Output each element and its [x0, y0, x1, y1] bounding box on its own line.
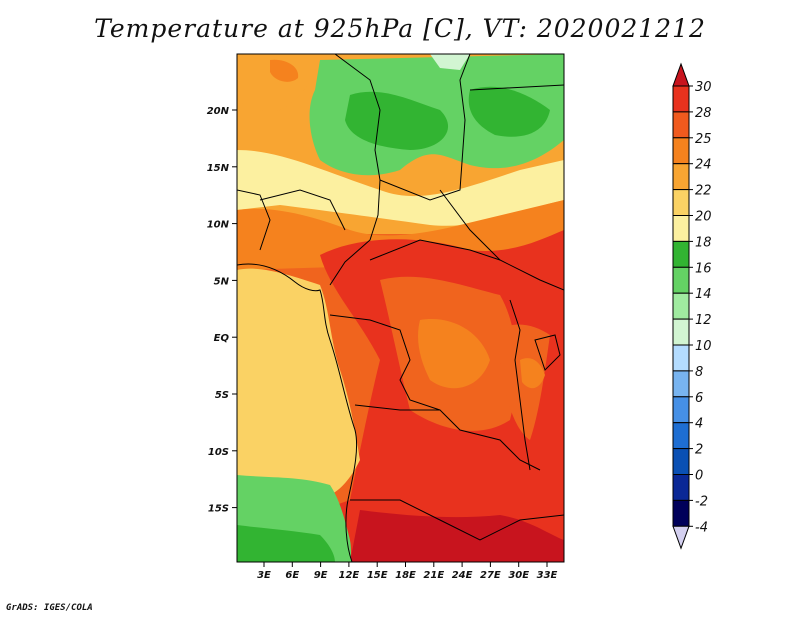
lat-tick-label: 10S	[208, 447, 229, 458]
colorbar-top-arrow	[672, 62, 690, 87]
map-frame	[236, 53, 565, 563]
colorbar-swatch	[672, 318, 690, 346]
colorbar-label: 2	[695, 443, 703, 458]
lon-tick-label: 9E	[314, 570, 328, 581]
colorbar-swatch	[672, 292, 690, 320]
country-borders	[237, 54, 564, 562]
lat-tick-label: 5N	[214, 276, 230, 287]
lon-tick-label: 21E	[423, 570, 444, 581]
lon-tick-label: 27E	[480, 570, 501, 581]
map-title: Temperature at 925hPa [C], VT: 202002121…	[94, 14, 706, 43]
lat-tick-label: 5S	[215, 390, 229, 401]
colorbar-label: -2	[695, 494, 708, 509]
lon-tick-label: 12E	[339, 570, 360, 581]
lon-tick-label: 3E	[257, 570, 271, 581]
colorbar-swatch	[672, 370, 690, 398]
colorbar-swatch	[672, 474, 690, 501]
lon-tick-label: 33E	[537, 570, 558, 581]
colorbar-swatch	[672, 111, 690, 139]
lat-tick-label: 15S	[208, 504, 229, 515]
colorbar-swatch	[672, 240, 690, 268]
lat-tick-label: 15N	[207, 163, 230, 174]
lon-tick-label: 24E	[452, 570, 473, 581]
lon-tick-label: 30E	[508, 570, 529, 581]
lon-tick-label: 6E	[285, 570, 299, 581]
colorbar-swatch	[672, 163, 690, 191]
colorbar-swatch	[672, 266, 690, 294]
latitude-axis: 20N 15N 10N 5N EQ 5S 10S 15S	[207, 106, 237, 515]
colorbar-label: 10	[695, 339, 712, 354]
colorbar-swatch	[672, 448, 690, 476]
credit-footer: GrADS: IGES/COLA	[6, 603, 93, 613]
colorbar-swatch	[672, 396, 690, 424]
colorbar-swatch	[672, 422, 690, 450]
colorbar-label: 24	[695, 158, 712, 173]
temperature-field	[237, 54, 564, 562]
colorbar-swatch	[672, 499, 690, 527]
colorbar-label: 16	[695, 261, 712, 276]
colorbar-swatch	[672, 137, 690, 165]
lat-tick-label: 10N	[207, 220, 230, 231]
colorbar-label: 6	[695, 391, 703, 406]
colorbar-label: 20	[695, 210, 712, 225]
colorbar-label: 12	[695, 313, 712, 328]
colorbar-label: 28	[695, 106, 712, 121]
lon-tick-label: 18E	[395, 570, 416, 581]
lat-tick-label: EQ	[214, 333, 230, 344]
colorbar-label: 8	[695, 365, 703, 380]
colorbar-label: 4	[695, 417, 703, 432]
colorbar-swatch	[672, 85, 690, 113]
longitude-axis: 3E 6E 9E 12E 15E 18E 21E 24E 27E 30E 33E	[257, 562, 558, 581]
lat-tick-label: 20N	[207, 106, 230, 117]
colorbar-swatch	[672, 189, 690, 217]
lon-tick-label: 15E	[367, 570, 388, 581]
colorbar-swatch	[672, 344, 690, 372]
colorbar-label: 25	[695, 132, 712, 147]
colorbar-label: 30	[695, 80, 712, 95]
colorbar-swatch	[672, 215, 690, 242]
colorbar-label: 18	[695, 235, 712, 250]
colorbar-label: -4	[695, 520, 708, 535]
colorbar-bottom-arrow	[672, 525, 690, 550]
colorbar-label: 14	[695, 287, 712, 302]
colorbar-label: 0	[695, 469, 703, 484]
colorbar-label: 22	[695, 184, 712, 199]
